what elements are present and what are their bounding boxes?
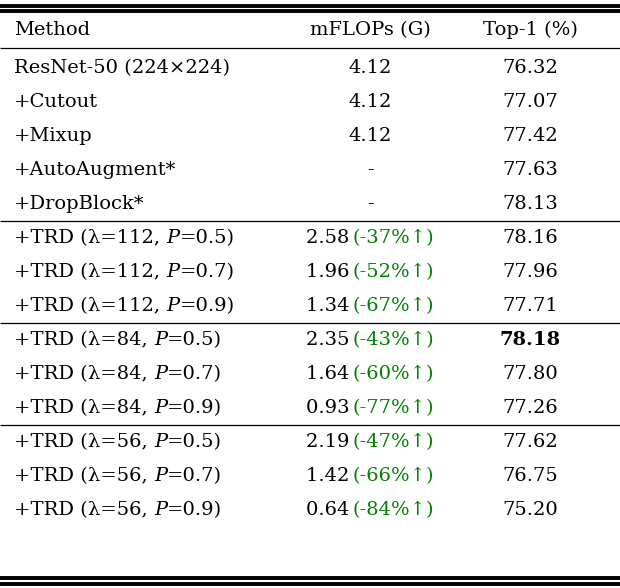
Text: +TRD (λ=84,: +TRD (λ=84,: [14, 331, 154, 349]
Text: =0.9): =0.9): [179, 297, 234, 315]
Text: +TRD (λ=84,: +TRD (λ=84,: [14, 399, 154, 417]
Text: 2.19: 2.19: [306, 433, 353, 451]
Text: 1.34: 1.34: [306, 297, 353, 315]
Text: =0.7): =0.7): [167, 365, 222, 383]
Text: =0.9): =0.9): [167, 399, 222, 417]
Text: +TRD (λ=112,: +TRD (λ=112,: [14, 297, 166, 315]
Text: Top-1 (%): Top-1 (%): [482, 21, 577, 39]
Text: =0.5): =0.5): [167, 331, 222, 349]
Text: P: P: [154, 501, 167, 519]
Text: 78.13: 78.13: [502, 195, 558, 213]
Text: ResNet-50 (224×224): ResNet-50 (224×224): [14, 59, 230, 77]
Text: (-84%↑): (-84%↑): [353, 501, 435, 519]
Text: Method: Method: [14, 21, 90, 39]
Text: 77.62: 77.62: [502, 433, 558, 451]
Text: (-47%↑): (-47%↑): [353, 433, 435, 451]
Text: =0.7): =0.7): [179, 263, 234, 281]
Text: (-43%↑): (-43%↑): [353, 331, 435, 349]
Text: 76.75: 76.75: [502, 467, 558, 485]
Text: +TRD (λ=84,: +TRD (λ=84,: [14, 365, 154, 383]
Text: P: P: [154, 399, 167, 417]
Text: 2.35: 2.35: [306, 331, 353, 349]
Text: (-77%↑): (-77%↑): [353, 399, 435, 417]
Text: 1.96: 1.96: [306, 263, 353, 281]
Text: 77.42: 77.42: [502, 127, 558, 145]
Text: P: P: [154, 433, 167, 451]
Text: P: P: [166, 297, 179, 315]
Text: 77.07: 77.07: [502, 93, 558, 111]
Text: 1.64: 1.64: [306, 365, 353, 383]
Text: -: -: [366, 161, 373, 179]
Text: 75.20: 75.20: [502, 501, 558, 519]
Text: 77.71: 77.71: [502, 297, 558, 315]
Text: (-66%↑): (-66%↑): [353, 467, 435, 485]
Text: 1.42: 1.42: [306, 467, 353, 485]
Text: 77.63: 77.63: [502, 161, 558, 179]
Text: P: P: [154, 331, 167, 349]
Text: P: P: [166, 229, 179, 247]
Text: -: -: [366, 195, 373, 213]
Text: +TRD (λ=56,: +TRD (λ=56,: [14, 501, 154, 519]
Text: +TRD (λ=112,: +TRD (λ=112,: [14, 229, 166, 247]
Text: (-37%↑): (-37%↑): [353, 229, 435, 247]
Text: =0.7): =0.7): [167, 467, 222, 485]
Text: P: P: [154, 365, 167, 383]
Text: 4.12: 4.12: [348, 93, 392, 111]
Text: (-67%↑): (-67%↑): [353, 297, 435, 315]
Text: +TRD (λ=56,: +TRD (λ=56,: [14, 433, 154, 451]
Text: =0.5): =0.5): [167, 433, 222, 451]
Text: 4.12: 4.12: [348, 127, 392, 145]
Text: 77.26: 77.26: [502, 399, 558, 417]
Text: 2.58: 2.58: [306, 229, 353, 247]
Text: =0.9): =0.9): [167, 501, 222, 519]
Text: 0.93: 0.93: [306, 399, 353, 417]
Text: +Cutout: +Cutout: [14, 93, 98, 111]
Text: 78.16: 78.16: [502, 229, 558, 247]
Text: 76.32: 76.32: [502, 59, 558, 77]
Text: 0.64: 0.64: [306, 501, 353, 519]
Text: +AutoAugment*: +AutoAugment*: [14, 161, 176, 179]
Text: +Mixup: +Mixup: [14, 127, 93, 145]
Text: +TRD (λ=112,: +TRD (λ=112,: [14, 263, 166, 281]
Text: 4.12: 4.12: [348, 59, 392, 77]
Text: +TRD (λ=56,: +TRD (λ=56,: [14, 467, 154, 485]
Text: +DropBlock*: +DropBlock*: [14, 195, 144, 213]
Text: =0.5): =0.5): [179, 229, 234, 247]
Text: 78.18: 78.18: [500, 331, 560, 349]
Text: (-60%↑): (-60%↑): [353, 365, 435, 383]
Text: P: P: [154, 467, 167, 485]
Text: (-52%↑): (-52%↑): [353, 263, 435, 281]
Text: 77.80: 77.80: [502, 365, 558, 383]
Text: mFLOPs (G): mFLOPs (G): [309, 21, 430, 39]
Text: 77.96: 77.96: [502, 263, 558, 281]
Text: P: P: [166, 263, 179, 281]
